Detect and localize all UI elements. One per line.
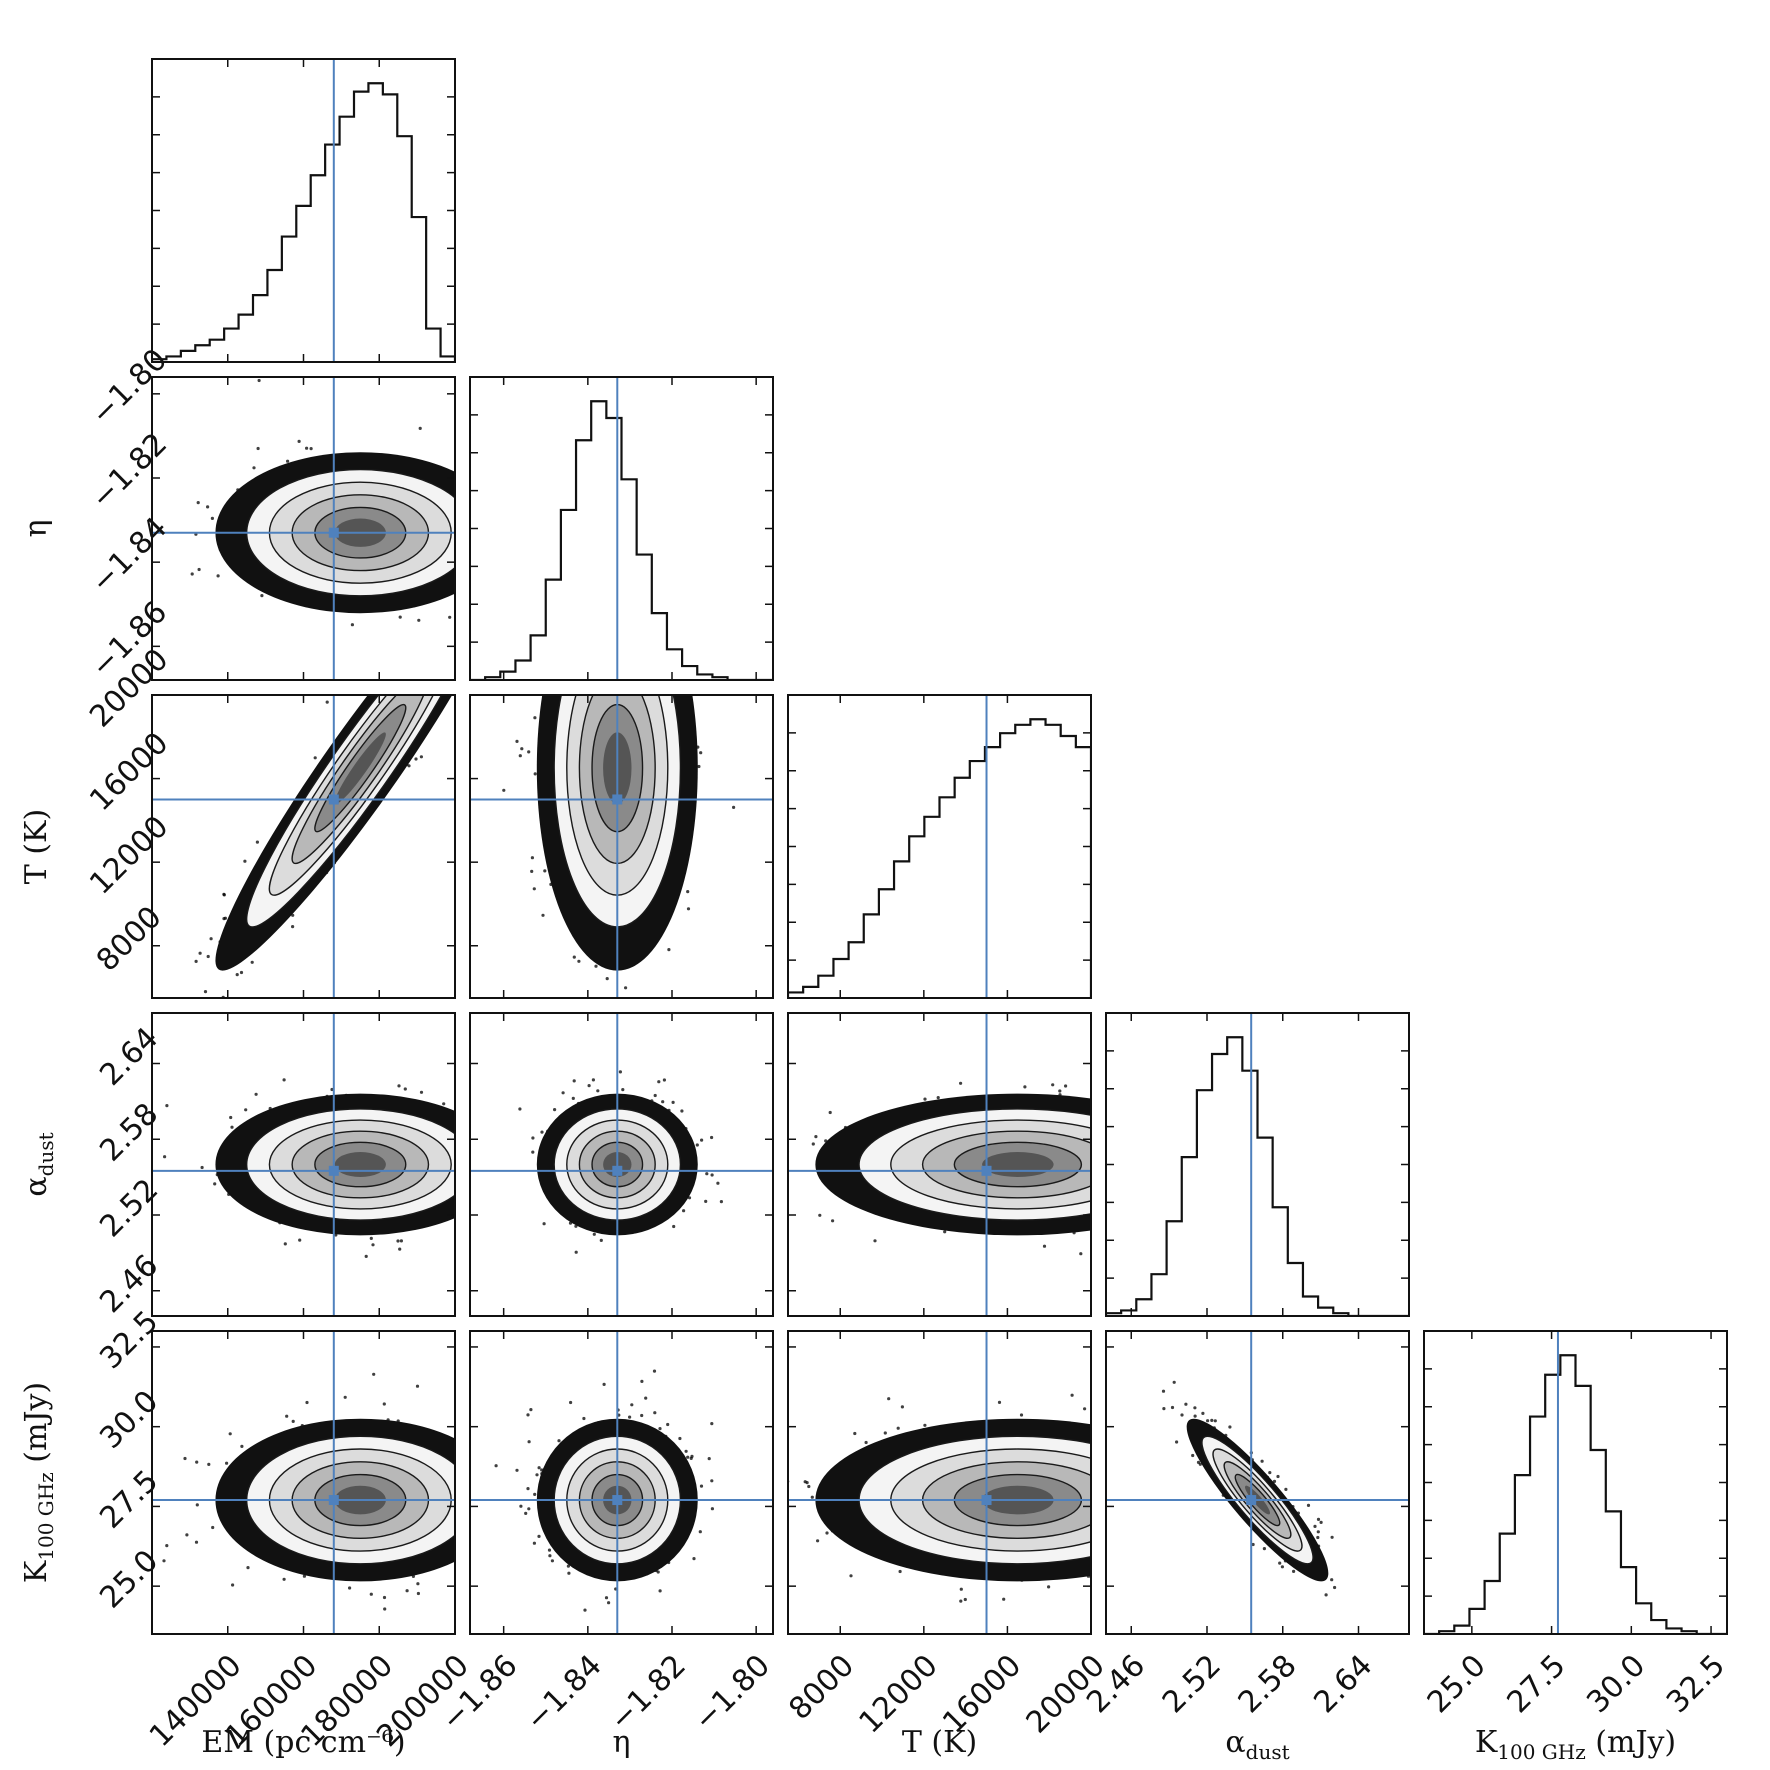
y-tick-label: 12000 bbox=[83, 809, 175, 901]
histogram-alpha bbox=[1106, 1036, 1409, 1316]
y-tick-label: 8000 bbox=[90, 900, 169, 979]
panel-frame bbox=[469, 694, 774, 999]
truth-marker bbox=[328, 527, 339, 538]
histogram-em bbox=[152, 82, 455, 362]
y-tick-label: 2.52 bbox=[93, 1172, 165, 1244]
truth-marker bbox=[328, 794, 339, 805]
panel-alpha-hist bbox=[1105, 1012, 1410, 1317]
panel-T-vs-alpha bbox=[787, 1012, 1092, 1317]
panel-frame bbox=[1105, 1330, 1410, 1635]
panel-eta-vs-K bbox=[469, 1330, 774, 1635]
truth-marker bbox=[612, 1495, 623, 1506]
contour-line bbox=[246, 1108, 455, 1221]
panel-em-vs-alpha bbox=[151, 1012, 456, 1317]
x-axis-label-T: T (K) bbox=[902, 1725, 977, 1760]
y-tick-label: 2.58 bbox=[93, 1097, 165, 1169]
y-tick-label: 2.46 bbox=[93, 1248, 165, 1320]
histogram-eta bbox=[470, 400, 773, 680]
truth-marker bbox=[612, 794, 623, 805]
panel-em-vs-T bbox=[151, 694, 456, 999]
panel-frame bbox=[151, 58, 456, 363]
x-tick-label: 2.64 bbox=[1307, 1648, 1379, 1720]
panel-eta-vs-T bbox=[469, 694, 774, 999]
panel-T-hist bbox=[787, 694, 1092, 999]
panel-frame bbox=[469, 1330, 774, 1635]
truth-marker bbox=[612, 1165, 623, 1176]
y-axis-label-K: K100 GHz (mJy) bbox=[19, 1382, 58, 1583]
panel-em-vs-eta bbox=[151, 376, 456, 681]
panel-frame bbox=[787, 1012, 1092, 1317]
x-tick-label: −1.84 bbox=[519, 1648, 609, 1738]
x-axis-label-em: EM (pc cm⁻⁶) bbox=[201, 1725, 405, 1760]
y-axis-label-eta: η bbox=[19, 520, 54, 538]
panel-T-vs-K bbox=[787, 1330, 1092, 1635]
panel-frame bbox=[1105, 1012, 1410, 1317]
panel-eta-hist bbox=[469, 376, 774, 681]
contour-line bbox=[1212, 1448, 1303, 1552]
x-tick-label: 32.5 bbox=[1660, 1648, 1732, 1720]
y-tick-label: 16000 bbox=[83, 726, 175, 818]
truth-marker bbox=[981, 1495, 992, 1506]
x-tick-label: 2.52 bbox=[1156, 1648, 1228, 1720]
y-axis-label-alpha: αdust bbox=[19, 1132, 58, 1196]
y-axis-label-T: T (K) bbox=[19, 809, 54, 884]
contour-line bbox=[858, 1108, 1091, 1221]
y-tick-label: −1.82 bbox=[84, 426, 174, 516]
x-tick-label: 8000 bbox=[782, 1648, 861, 1727]
y-tick-label: 25.0 bbox=[93, 1543, 165, 1615]
y-tick-label: −1.80 bbox=[84, 342, 174, 432]
truth-marker bbox=[981, 1165, 992, 1176]
contour-line bbox=[291, 695, 430, 865]
contour-line bbox=[921, 1130, 1091, 1199]
x-axis-label-alpha: αdust bbox=[1225, 1725, 1289, 1764]
panel-alpha-vs-K bbox=[1105, 1330, 1410, 1635]
contour-line bbox=[291, 1130, 430, 1199]
contour-line bbox=[245, 695, 455, 928]
panel-em-hist bbox=[151, 58, 456, 363]
x-axis-label-eta: η bbox=[613, 1725, 631, 1760]
x-tick-label: 2.58 bbox=[1232, 1648, 1304, 1720]
contour-line bbox=[314, 1141, 407, 1188]
contour-line bbox=[268, 1119, 452, 1210]
truth-marker bbox=[328, 1165, 339, 1176]
x-tick-label: −1.80 bbox=[687, 1648, 777, 1738]
contour-line bbox=[314, 703, 407, 833]
x-tick-label: 25.0 bbox=[1421, 1648, 1493, 1720]
x-tick-label: 27.5 bbox=[1501, 1648, 1573, 1720]
panel-eta-vs-alpha bbox=[469, 1012, 774, 1317]
panel-frame bbox=[469, 1012, 774, 1317]
contour-line bbox=[890, 1119, 1091, 1210]
x-tick-label: 30.0 bbox=[1580, 1648, 1652, 1720]
x-axis-label-K: K100 GHz (mJy) bbox=[1475, 1725, 1676, 1764]
y-tick-label: 2.64 bbox=[93, 1021, 165, 1093]
contour-line bbox=[1223, 1461, 1292, 1540]
contour-line bbox=[268, 695, 452, 896]
contour-line bbox=[953, 1141, 1083, 1188]
y-tick-label: −1.84 bbox=[84, 511, 174, 601]
histogram-T bbox=[788, 718, 1091, 998]
density-level bbox=[334, 1152, 386, 1177]
y-tick-label: 30.0 bbox=[93, 1384, 165, 1456]
truth-marker bbox=[1246, 1495, 1257, 1506]
histogram-K bbox=[1424, 1354, 1727, 1634]
density-level bbox=[982, 1152, 1054, 1177]
density-level bbox=[334, 732, 386, 804]
panel-K-hist bbox=[1423, 1330, 1728, 1635]
truth-marker bbox=[328, 1495, 339, 1506]
panel-frame bbox=[787, 694, 1092, 999]
panel-frame bbox=[787, 1330, 1092, 1635]
panel-em-vs-K bbox=[151, 1330, 456, 1635]
contour-line bbox=[1201, 1435, 1314, 1565]
